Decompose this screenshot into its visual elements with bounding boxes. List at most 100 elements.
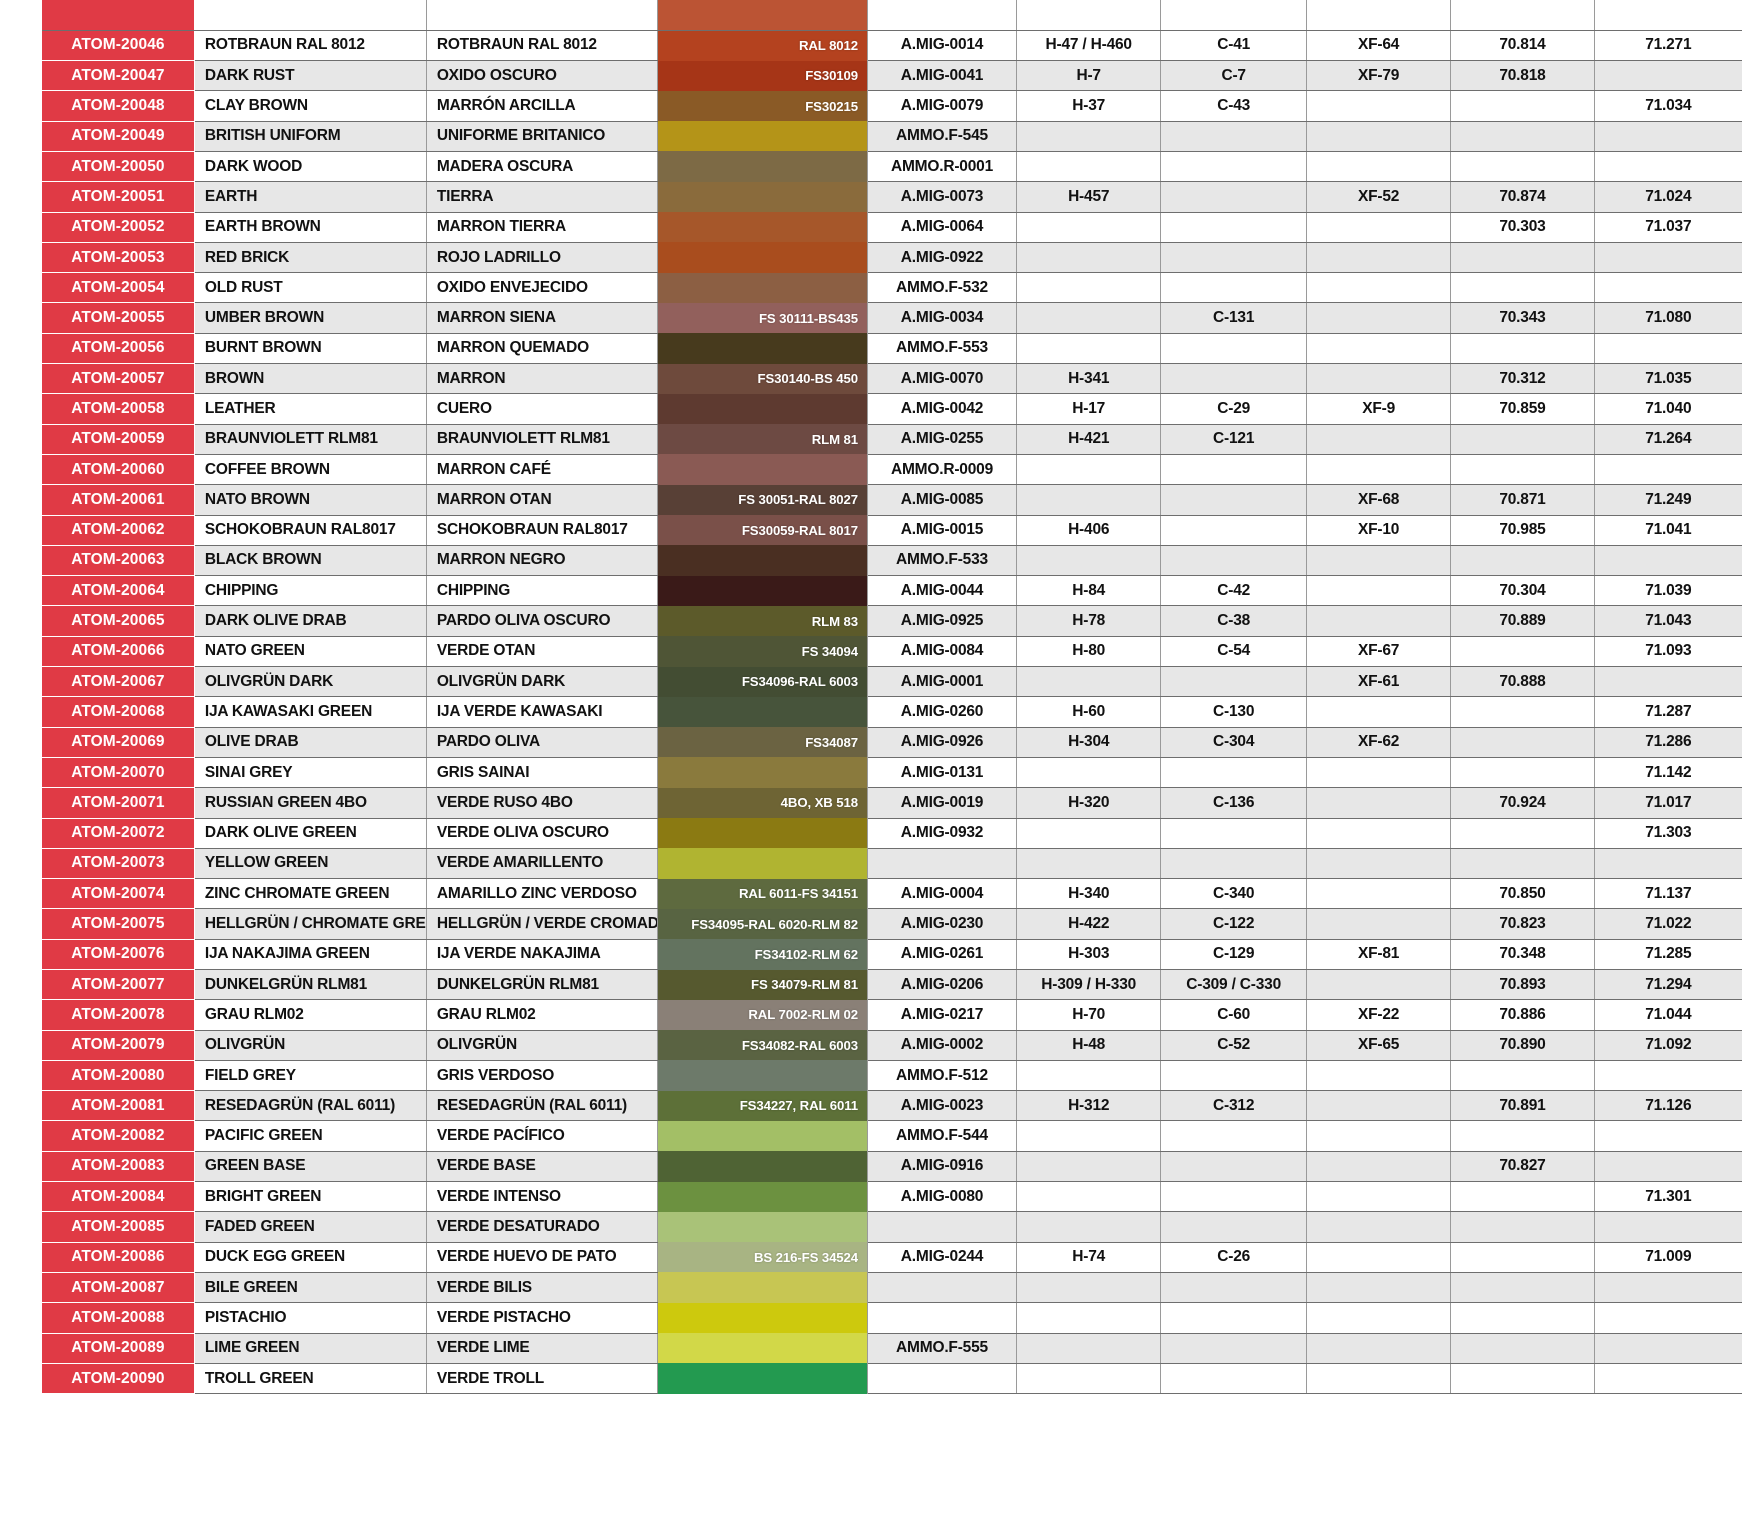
atom-code-cell: ATOM-20087 [42,1271,195,1304]
hobby-h-ref-cell [1016,121,1162,152]
table-row[interactable]: ATOM-20064 CHIPPING CHIPPING A.MIG-0044 H-84… [42,575,1742,607]
mrcolor-c-ref-cell: C-29 [1160,393,1307,425]
table-row[interactable]: ATOM-20057 BROWN MARRON FS30140-BS 450 A.MIG… [42,363,1742,395]
color-swatch-cell: RAL 6011-FS 34151 [657,878,869,909]
table-row[interactable]: ATOM-20071 RUSSIAN GREEN 4BO VERDE RUSO 4B… [42,787,1742,819]
paint-name-es-cell: MARRON TIERRA [426,212,658,243]
vallejo-71-ref-cell: 71.137 [1594,878,1742,910]
table-row[interactable]: ATOM-20055 UMBER BROWN MARRON SIENA FS 3011… [42,302,1742,334]
mrcolor-c-ref-cell: C-340 [1160,878,1307,910]
table-row[interactable]: ATOM-20084 BRIGHT GREEN VERDE INTENSO A.MIG… [42,1181,1742,1213]
table-row[interactable]: ATOM-20054 OLD RUST OXIDO ENVEJECIDO AMMO.F… [42,272,1742,304]
table-row[interactable]: ATOM-20062 SCHOKOBRAUN RAL8017 SCHOKOBRAUN… [42,514,1742,546]
table-row[interactable]: ATOM-20065 DARK OLIVE DRAB PARDO OLIVA OSC… [42,605,1742,637]
table-row[interactable]: ATOM-20046 ROTBRAUN RAL 8012 ROTBRAUN RAL … [42,29,1742,62]
table-row[interactable]: ATOM-20047 DARK RUST OXIDO OSCURO FS30109 A.… [42,60,1742,92]
table-row[interactable]: ATOM-20088 PISTACHIO VERDE PISTACHO [42,1302,1742,1334]
color-swatch-cell: 4BO, XB 518 [657,787,869,819]
atom-code-cell: ATOM-20047 [42,60,195,92]
paint-name-es-cell: MARRON SIENA [426,302,658,334]
mrcolor-c-ref-cell [1160,1333,1307,1364]
paint-name-en-cell: LIME GREEN [194,1333,427,1364]
table-row[interactable]: ATOM-20074 ZINC CHROMATE GREEN AMARILLO ZI… [42,878,1742,910]
table-row[interactable]: ATOM-20068 IJA KAWASAKI GREEN IJA VERDE KA… [42,696,1742,728]
vallejo-70-ref-cell [1450,454,1595,486]
hobby-h-ref-cell: H-74 [1016,1242,1162,1273]
mrcolor-c-ref-cell [1160,1302,1307,1334]
table-row[interactable]: ATOM-20056 BURNT BROWN MARRON QUEMADO AMMO.… [42,332,1742,365]
table-row[interactable]: ATOM-20069 OLIVE DRAB PARDO OLIVA FS34087 A.… [42,726,1742,758]
vallejo-70-ref-cell [1450,272,1595,304]
paint-name-en-cell: RESEDAGRÜN (RAL 6011) [194,1090,427,1122]
table-row[interactable]: ATOM-20079 OLIVGRÜN OLIVGRÜN FS34082-RAL 60… [42,1029,1742,1061]
paint-name-es-cell: OLIVGRÜN [426,1030,658,1061]
tamiya-xf-ref-cell: XF-65 [1306,1030,1452,1061]
paint-name-es-cell: AMARILLO ZINC VERDOSO [426,878,658,910]
table-row[interactable]: ATOM-20053 RED BRICK ROJO LADRILLO A.MIG-09… [42,241,1742,274]
table-row[interactable]: ATOM-20061 NATO BROWN MARRON OTAN FS 30051-… [42,484,1742,516]
paint-name-en-cell: CHIPPING [194,575,427,607]
atom-code-cell: ATOM-20071 [42,787,195,819]
table-row[interactable]: ATOM-20089 LIME GREEN VERDE LIME AMMO.F-555 [42,1332,1742,1364]
table-row[interactable]: ATOM-20077 DUNKELGRÜN RLM81 DUNKELGRÜN RLM… [42,968,1742,1001]
paint-name-en-cell: BRAUNVIOLETT RLM81 [194,424,427,455]
color-swatch-cell: FS34096-RAL 6003 [657,666,869,697]
paint-name-en-cell: PISTACHIO [194,1302,427,1334]
vallejo-71-ref-cell [1594,848,1742,880]
table-row[interactable]: ATOM-20076 IJA NAKAJIMA GREEN IJA VERDE NA… [42,938,1742,971]
paint-name-en-cell: NATO BROWN [194,484,427,516]
mrcolor-c-ref-cell [1160,181,1307,213]
table-row[interactable]: ATOM-20058 LEATHER CUERO A.MIG-0042 H-17 C-29… [42,393,1742,425]
atom-code-cell: ATOM-20048 [42,90,195,122]
table-row[interactable]: ATOM-20078 GRAU RLM02 GRAU RLM02 RAL 7002-R… [42,999,1742,1031]
table-row[interactable]: ATOM-20049 BRITISH UNIFORM UNIFORME BRITAN… [42,120,1742,152]
ammo-mig-ref-cell: A.MIG-0925 [867,605,1017,637]
vallejo-71-ref-cell: 71.285 [1594,939,1742,971]
hobby-h-ref-cell [1016,1211,1162,1243]
vallejo-70-ref-cell [1450,1060,1595,1092]
vallejo-71-ref-cell: 71.294 [1594,969,1742,1001]
table-row[interactable]: ATOM-20067 OLIVGRÜN DARK OLIVGRÜN DARK FS34… [42,666,1742,698]
ammo-mig-ref-cell: A.MIG-0916 [867,1151,1017,1183]
table-row[interactable]: ATOM-20090 TROLL GREEN VERDE TROLL [42,1362,1742,1395]
table-body: ATOM-20046 ROTBRAUN RAL 8012 ROTBRAUN RAL … [42,0,1742,1395]
table-row[interactable]: ATOM-20063 BLACK BROWN MARRON NEGRO AMMO.F-… [42,544,1742,577]
table-row[interactable]: ATOM-20086 DUCK EGG GREEN VERDE HUEVO DE P… [42,1241,1742,1273]
table-row[interactable]: ATOM-20072 DARK OLIVE GREEN VERDE OLIVA OS… [42,817,1742,849]
table-row[interactable]: ATOM-20081 RESEDAGRÜN (RAL 6011) RESEDAGRÜ… [42,1090,1742,1122]
table-row[interactable]: ATOM-20050 DARK WOOD MADERA OSCURA AMMO.R-0… [42,150,1742,183]
table-row[interactable]: ATOM-20052 EARTH BROWN MARRON TIERRA A.MIG-… [42,211,1742,243]
table-row[interactable]: ATOM-20048 CLAY BROWN MARRÓN ARCILLA FS3021… [42,90,1742,122]
paint-name-es-cell: TIERRA [426,181,658,213]
color-swatch-cell: FS30215 [657,90,869,122]
tamiya-xf-ref-cell [1306,848,1452,880]
paint-name-es-cell: VERDE OLIVA OSCURO [426,818,658,849]
tamiya-xf-ref-cell [1306,1272,1452,1304]
ammo-mig-ref-cell: A.MIG-0002 [867,1030,1017,1061]
atom-code-cell: ATOM-20056 [42,332,195,365]
table-row[interactable]: ATOM-20073 YELLOW GREEN VERDE AMARILLENTO [42,847,1742,880]
table-row[interactable]: ATOM-20066 NATO GREEN VERDE OTAN FS 34094 A.… [42,635,1742,668]
atom-code-cell: ATOM-20054 [42,272,195,304]
table-row[interactable]: ATOM-20080 FIELD GREY GRIS VERDOSO AMMO.F-5… [42,1059,1742,1092]
color-swatch-cell: FS30140-BS 450 [657,363,869,394]
vallejo-71-ref-cell: 71.044 [1594,999,1742,1031]
table-row[interactable]: ATOM-20083 GREEN BASE VERDE BASE A.MIG-0916… [42,1150,1742,1183]
paint-name-es-cell: IJA VERDE NAKAJIMA [426,939,658,971]
table-row[interactable]: ATOM-20060 COFFEE BROWN MARRON CAFÉ AMMO.R-… [42,453,1742,486]
ammo-mig-ref-cell: A.MIG-0217 [867,999,1017,1031]
table-row[interactable]: ATOM-20082 PACIFIC GREEN VERDE PACÍFICO AMM… [42,1120,1742,1152]
hobby-h-ref-cell [1016,1151,1162,1183]
mrcolor-c-ref-cell [1160,757,1307,789]
paint-name-en-cell: FIELD GREY [194,1060,427,1092]
table-row[interactable]: ATOM-20059 BRAUNVIOLETT RLM81 BRAUNVIOLETT… [42,423,1742,455]
table-row[interactable]: ATOM-20075 HELLGRÜN / CHROMATE GREEN HELLG… [42,908,1742,940]
atom-code-cell: ATOM-20085 [42,1211,195,1243]
table-row[interactable]: ATOM-20087 BILE GREEN VERDE BILIS [42,1271,1742,1304]
atom-code-cell: ATOM-20081 [42,1090,195,1122]
table-row[interactable]: ATOM-20051 EARTH TIERRA A.MIG-0073 H-457 XF-5… [42,181,1742,213]
mrcolor-c-ref-cell: C-7 [1160,60,1307,92]
table-row[interactable]: ATOM-20085 FADED GREEN VERDE DESATURADO [42,1211,1742,1243]
table-row[interactable]: ATOM-20070 SINAI GREY GRIS SAINAI A.MIG-013… [42,756,1742,789]
